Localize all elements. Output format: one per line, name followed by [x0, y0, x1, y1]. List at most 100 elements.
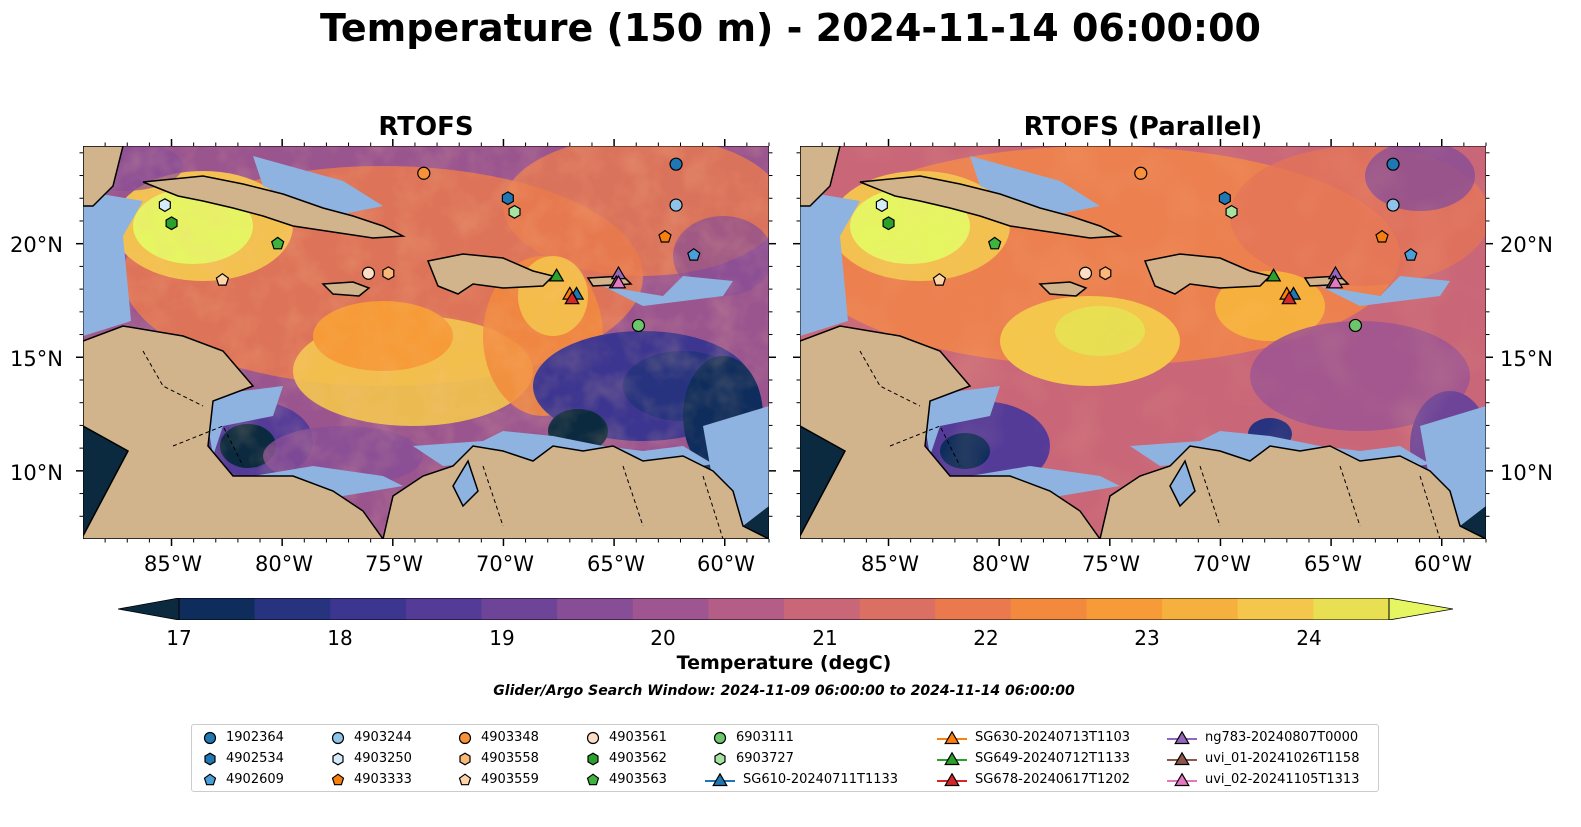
colorbar-tick: 20	[650, 626, 676, 650]
central-america	[800, 325, 1101, 539]
lat-label-20n: 20°N	[10, 233, 63, 257]
legend-item: SG678-20240617T1202	[937, 769, 1130, 789]
legend-marker-icon	[714, 752, 726, 766]
legend-marker-icon	[705, 772, 735, 787]
legend-marker-icon	[331, 773, 345, 786]
panel-title-rtofs: RTOFS	[378, 112, 474, 142]
observation-marker-SG678-20240617T1202	[564, 290, 580, 305]
colorbar-swatch	[330, 598, 407, 620]
legend-marker-icon	[203, 773, 217, 786]
observation-marker-4903244	[1386, 198, 1400, 212]
colorbar-extend-low	[118, 598, 180, 620]
legend-marker-icon	[937, 730, 967, 745]
observation-marker-6903727	[508, 204, 521, 219]
observation-markers-right	[875, 157, 1418, 333]
observation-marker-4903244	[669, 198, 683, 212]
colorbar-tick: 19	[489, 626, 515, 650]
legend-item: SG610-20240711T1133	[705, 769, 898, 789]
colorbar-extend-high	[1388, 598, 1453, 620]
colorbar-tick: 21	[812, 626, 838, 650]
observation-marker-4903250	[158, 198, 171, 213]
cuba	[859, 175, 1123, 239]
colorbar-swatch	[557, 598, 634, 620]
observation-marker-4903348	[1134, 166, 1148, 180]
legend-label: 4903333	[354, 771, 412, 787]
legend-marker-icon	[204, 752, 216, 766]
legend-item: 4903562	[585, 748, 667, 768]
observation-marker-4903561	[361, 266, 376, 280]
legend-item: 4903348	[457, 727, 539, 747]
lon-label-60w: 60°W	[697, 552, 755, 576]
observation-marker-4903348	[417, 166, 431, 180]
legend-marker-icon	[937, 772, 967, 787]
legend-label: 4903250	[354, 750, 412, 766]
jamaica	[1038, 281, 1088, 297]
observation-marker-4903250	[875, 198, 888, 213]
observation-marker-SG649-20240712T1133	[1265, 267, 1282, 282]
south-america	[382, 445, 769, 539]
legend-marker-icon	[586, 773, 600, 786]
legend-marker-icon	[1167, 772, 1197, 787]
observation-markers-left	[158, 157, 701, 333]
colorbar-swatch	[179, 598, 256, 620]
legend-item: 4903558	[457, 748, 539, 768]
legend-item: 4902609	[202, 769, 284, 789]
lat-label-10n: 10°N	[10, 461, 63, 485]
observation-marker-4903563	[987, 236, 1002, 250]
lon-label-60w-right: 60°W	[1414, 552, 1472, 576]
lon-label-75w: 75°W	[365, 552, 423, 576]
colorbar-swatch	[632, 598, 709, 620]
observation-marker-4903561	[1078, 266, 1093, 280]
colorbar-swatch	[1010, 598, 1087, 620]
legend-label: 4903559	[481, 771, 539, 787]
legend-marker-icon	[713, 731, 727, 745]
legend-item: 4903244	[330, 727, 412, 747]
observation-marker-4903562	[882, 216, 895, 231]
figure-title: Temperature (150 m) - 2024-11-14 06:00:0…	[319, 6, 1261, 50]
observation-marker-1902364	[1386, 157, 1400, 171]
observation-marker-4902609	[1404, 247, 1418, 261]
colorbar-swatch	[859, 598, 936, 620]
legend-label: 4903563	[609, 771, 667, 787]
legend-label: uvi_02-20241105T1313	[1205, 771, 1360, 787]
observation-marker-4903559	[215, 272, 230, 286]
legend-label: 4903348	[481, 729, 539, 745]
legend: 1902364 4902534 4902609 4903244 4903250 49033…	[191, 724, 1379, 792]
legend-label: SG678-20240617T1202	[975, 771, 1131, 787]
legend-label: 4903244	[354, 729, 412, 745]
legend-item: 4903559	[457, 769, 539, 789]
legend-marker-icon	[1167, 730, 1197, 745]
colorbar-tick: 23	[1134, 626, 1160, 650]
colorbar-tick: 18	[327, 626, 353, 650]
legend-marker-icon	[587, 752, 599, 766]
legend-label: 6903111	[736, 729, 794, 745]
legend-item: SG649-20240712T1133	[937, 748, 1130, 768]
legend-item: 4903563	[585, 769, 667, 789]
map-rtofs	[83, 146, 769, 539]
hispaniola	[426, 253, 555, 295]
legend-marker-icon	[1167, 751, 1197, 766]
country-borders	[142, 350, 724, 539]
lat-label-10n-right: 10°N	[1500, 461, 1553, 485]
observation-marker-4902534	[1218, 191, 1231, 206]
legend-label: SG610-20240711T1133	[743, 771, 899, 787]
legend-item: SG630-20240713T1103	[937, 727, 1130, 747]
observation-marker-4903333	[658, 229, 672, 243]
cuba	[142, 175, 406, 239]
lat-label-15n: 15°N	[10, 347, 63, 371]
legend-item: 4903561	[585, 727, 667, 747]
observation-marker-6903111	[1348, 318, 1363, 333]
legend-label: 4903558	[481, 750, 539, 766]
legend-marker-icon	[458, 773, 472, 786]
lon-label-65w: 65°W	[587, 552, 645, 576]
colorbar-swatch	[1237, 598, 1314, 620]
legend-label: 6903727	[736, 750, 794, 766]
legend-marker-icon	[458, 731, 472, 745]
colorbar-tick: 24	[1296, 626, 1322, 650]
legend-item: 4903333	[330, 769, 412, 789]
observation-marker-4903559	[932, 272, 947, 286]
observation-marker-4903563	[270, 236, 285, 250]
legend-item: uvi_02-20241105T1313	[1167, 769, 1359, 789]
legend-item: 6903727	[712, 748, 794, 768]
legend-item: 1902364	[202, 727, 284, 747]
